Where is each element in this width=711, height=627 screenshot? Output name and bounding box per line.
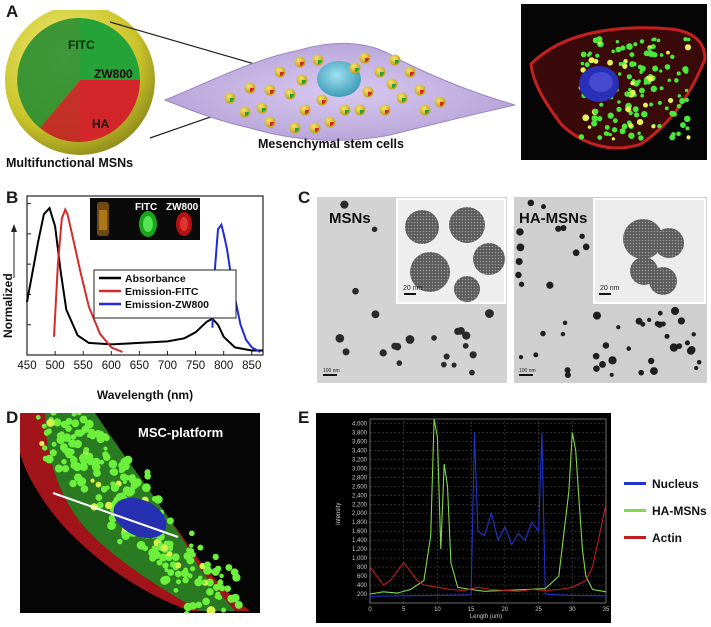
label-msc-platform: MSC-platform bbox=[138, 425, 223, 440]
y-tick-label: 200 bbox=[357, 592, 368, 598]
x-tick-label: 500 bbox=[46, 360, 65, 372]
scale-bar-left: 100 nm bbox=[323, 368, 340, 374]
y-tick-label: 3,800 bbox=[352, 430, 368, 436]
x-tick-label: 600 bbox=[102, 360, 121, 372]
panel-e-intensity-chart: 2004006008001,0001,2001,4001,6001,8002,0… bbox=[316, 413, 611, 623]
panel-c-tem: 100 nm 100 nm 20 nm 20 nm MSNs HA-MSNs bbox=[317, 197, 707, 383]
y-tick-label: 1,800 bbox=[352, 520, 368, 526]
y-tick-label: 1,400 bbox=[352, 538, 368, 544]
legend-label: Nucleus bbox=[652, 476, 699, 491]
x-tick-label: 550 bbox=[74, 360, 93, 372]
legend-swatch bbox=[624, 482, 646, 485]
msn-core-fitc bbox=[80, 18, 141, 80]
e-x-axis-label: Length (um) bbox=[470, 614, 502, 620]
legend-entry: Actin bbox=[624, 524, 709, 551]
panel-a-micrograph bbox=[521, 4, 707, 160]
series-line-emission-fitc bbox=[53, 207, 123, 353]
caption-mesenchymal-stem-cells: Mesenchymal stem cells bbox=[258, 137, 404, 151]
x-tick-label: 25 bbox=[535, 607, 542, 613]
inset-label-zw800: ZW800 bbox=[166, 202, 199, 213]
legend-entry: Nucleus bbox=[624, 470, 709, 497]
y-tick-label: 4,000 bbox=[352, 421, 368, 427]
label-fitc: FITC bbox=[68, 38, 95, 52]
y-tick-label: 2,400 bbox=[352, 493, 368, 499]
x-tick-label: 850 bbox=[242, 360, 261, 372]
panel-letter-c: C bbox=[298, 188, 311, 207]
y-tick-label: 3,000 bbox=[352, 466, 368, 472]
y-tick-label: 2,200 bbox=[352, 502, 368, 508]
y-tick-label: 1,000 bbox=[352, 556, 368, 562]
x-tick-label: 10 bbox=[434, 607, 441, 613]
y-tick-label: 2,000 bbox=[352, 511, 368, 517]
panel-letter-e: E bbox=[298, 408, 310, 427]
caption-multifunctional-msns: Multifunctional MSNs bbox=[6, 156, 134, 170]
label-zw800: ZW800 bbox=[94, 67, 133, 81]
x-tick-label: 30 bbox=[569, 607, 576, 613]
y-tick-label: 2,600 bbox=[352, 484, 368, 490]
msn-core-zw800 bbox=[80, 80, 140, 142]
legend-label: HA-MSNs bbox=[652, 503, 707, 518]
panel-e-legend: Nucleus HA-MSNs Actin bbox=[624, 470, 709, 551]
x-axis-label: Wavelength (nm) bbox=[97, 388, 193, 402]
x-tick-label: 450 bbox=[17, 360, 36, 372]
x-tick-label: 800 bbox=[214, 360, 233, 372]
series-line-actin bbox=[369, 504, 607, 592]
cell-nanoparticles bbox=[224, 52, 446, 134]
panel-a-illustration bbox=[5, 10, 516, 155]
series-line-emission-zw800 bbox=[211, 222, 261, 353]
legend-entry: Emission-FITC bbox=[125, 286, 199, 298]
series-line-absorbance bbox=[26, 206, 263, 352]
panel-letter-a: A bbox=[6, 2, 19, 21]
line-profile bbox=[52, 492, 179, 538]
label-ha-msns: HA-MSNs bbox=[519, 210, 587, 227]
y-axis-label: Normalized bbox=[1, 273, 15, 338]
scale-bar-right: 100 nm bbox=[519, 368, 536, 374]
legend-entry: Emission-ZW800 bbox=[125, 299, 209, 311]
label-ha: HA bbox=[92, 117, 110, 131]
x-tick-label: 5 bbox=[402, 607, 406, 613]
legend-entry: HA-MSNs bbox=[624, 497, 709, 524]
legend-swatch bbox=[624, 536, 646, 539]
y-tick-label: 3,200 bbox=[352, 457, 368, 463]
inset-label-fitc: FITC bbox=[135, 202, 157, 213]
x-tick-label: 0 bbox=[368, 607, 372, 613]
label-msns: MSNs bbox=[329, 210, 371, 227]
x-tick-label: 15 bbox=[468, 607, 475, 613]
x-tick-label: 750 bbox=[186, 360, 205, 372]
inset-scale-right: 20 nm bbox=[600, 285, 620, 292]
y-tick-label: 3,600 bbox=[352, 439, 368, 445]
inset-scale-left: 20 nm bbox=[403, 285, 423, 292]
x-tick-label: 20 bbox=[502, 607, 509, 613]
y-tick-label: 400 bbox=[357, 583, 368, 589]
e-y-axis-label: Intensity bbox=[336, 503, 342, 525]
x-tick-label: 650 bbox=[130, 360, 149, 372]
panel-letter-d: D bbox=[6, 408, 19, 427]
y-tick-label: 800 bbox=[357, 565, 368, 571]
y-tick-label: 3,400 bbox=[352, 448, 368, 454]
y-tick-label: 1,200 bbox=[352, 547, 368, 553]
legend-swatch bbox=[624, 509, 646, 512]
legend-label: Actin bbox=[652, 530, 682, 545]
panel-b-spectra-chart: 450 500 550 600 650 700 750 800 850 FITC ZW800 A… bbox=[1, 195, 264, 402]
x-tick-label: 700 bbox=[158, 360, 177, 372]
legend-entry: Absorbance bbox=[125, 273, 186, 285]
y-tick-label: 1,600 bbox=[352, 529, 368, 535]
x-tick-label: 35 bbox=[603, 607, 610, 613]
y-tick-label: 2,800 bbox=[352, 475, 368, 481]
series-line-ha-msns bbox=[369, 418, 607, 595]
y-tick-label: 600 bbox=[357, 574, 368, 580]
series-line-nucleus bbox=[369, 432, 607, 597]
panel-letter-b: B bbox=[6, 188, 19, 207]
panel-d-micrograph: MSC-platform bbox=[20, 413, 260, 613]
